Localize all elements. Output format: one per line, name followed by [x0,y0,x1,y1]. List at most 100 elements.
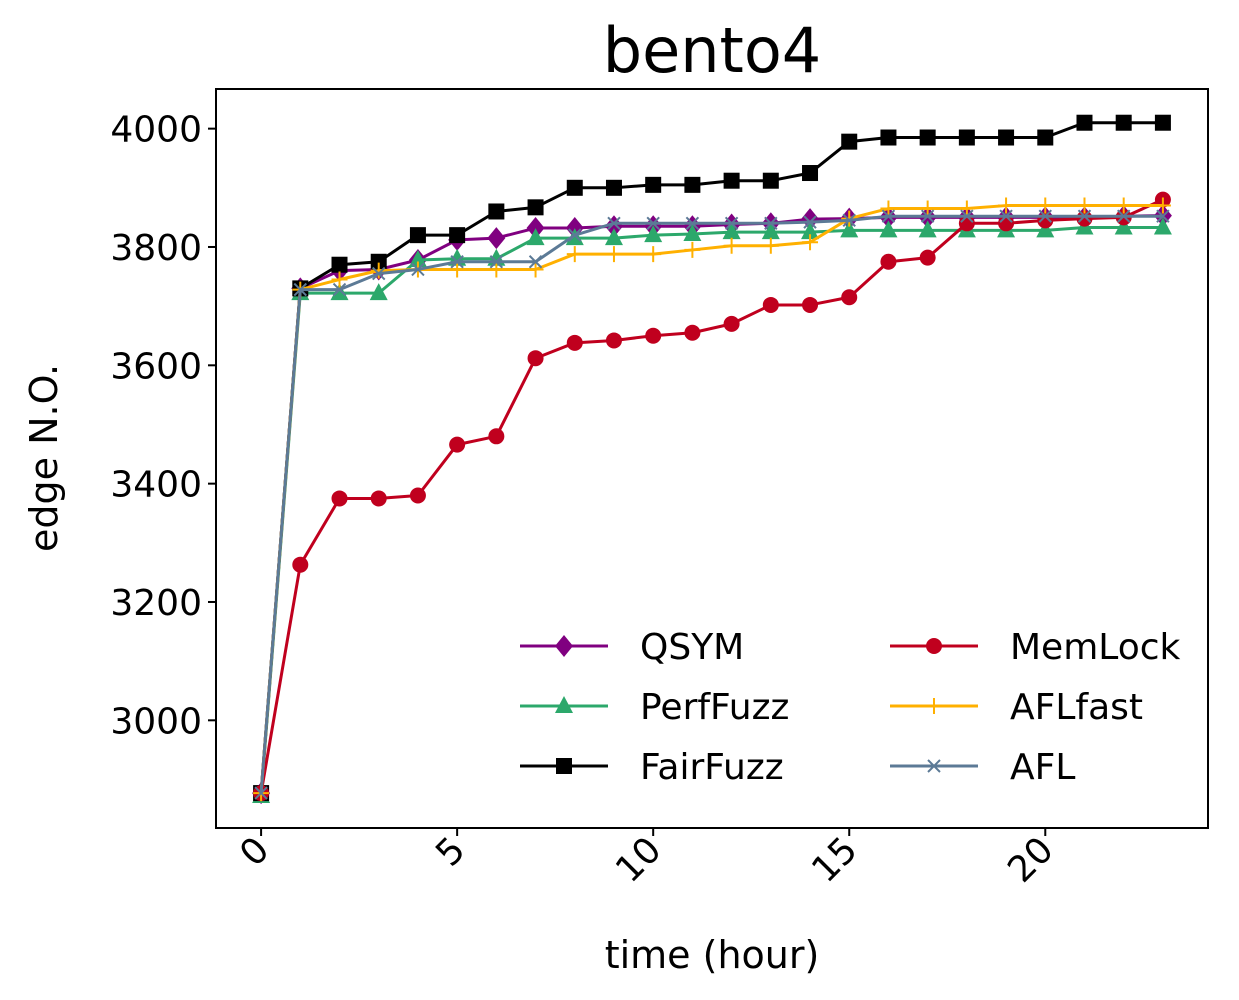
data-point [723,172,740,189]
data-point [881,209,896,223]
data-point [528,255,543,269]
data-point [604,228,623,246]
data-point [762,237,779,254]
data-point [645,246,662,263]
data-point [683,223,702,241]
data-point [370,490,387,507]
data-point [880,200,897,217]
data-point [331,271,348,288]
data-point [841,133,858,150]
data-point [488,261,505,278]
y-tick-label: 3600 [110,346,202,387]
data-point [605,246,622,263]
data-point [1114,217,1133,235]
legend-marker [926,638,942,654]
data-point [1115,197,1132,214]
legend-marker [556,758,572,774]
data-point [607,216,621,231]
data-point [1077,209,1092,223]
data-point [527,261,544,278]
data-point [645,176,662,193]
data-point [802,234,819,251]
data-point [684,176,701,193]
data-point [449,227,466,244]
y-axis-title: edge N.O. [22,364,66,552]
legend-entry-memlock: MemLock [890,627,1181,668]
legend-label: AFL [1010,747,1075,788]
data-point [646,216,660,231]
data-point [841,289,858,306]
data-point [764,216,778,231]
legend-entry-aflfast: AFLfast [890,687,1143,728]
data-point [449,436,466,453]
data-point [722,222,741,240]
data-point [526,228,545,246]
data-point [761,222,780,240]
data-point [1153,217,1172,235]
legend-marker [927,759,941,773]
data-point [372,266,386,281]
chart-title: bento4 [603,14,821,87]
data-point [1036,220,1055,238]
data-point [568,228,582,242]
data-point [1116,209,1131,223]
data-point [487,227,506,250]
data-point [645,327,662,344]
data-point [802,165,819,182]
data-point [1076,210,1093,227]
data-point [644,225,663,243]
data-point [488,428,505,445]
data-point [1076,114,1093,131]
data-point [1037,197,1054,214]
data-point [566,179,583,196]
data-point [488,203,505,220]
plot-frame [215,88,1209,829]
data-point [724,216,739,231]
data-point [919,129,936,146]
series-afl [254,209,1170,800]
series-line [259,214,1163,794]
data-point [605,332,622,349]
data-point [331,256,348,273]
data-point [254,786,268,800]
data-point [723,237,740,254]
data-point [293,282,308,297]
legend-entry-fairfuzz: FairFuzz [520,747,784,788]
data-point [801,208,820,231]
data-point [292,556,309,573]
data-point [1037,129,1054,146]
legend-marker [926,698,942,714]
data-point [958,215,975,232]
data-point [803,215,817,229]
legend-entry-afl: AFL [890,747,1075,788]
legend-label: FairFuzz [640,747,784,788]
data-point [566,334,583,351]
data-point [723,315,740,332]
legend-label: PerfFuzz [640,687,789,728]
data-point [762,296,779,313]
data-point [684,324,701,341]
data-point [409,227,426,244]
x-axis-title: time (hour) [605,933,820,977]
data-point [450,255,464,269]
y-tick-label: 3200 [110,583,202,624]
y-tick-label: 3000 [110,701,202,742]
data-point [604,215,623,238]
data-point [489,255,504,269]
y-tick-label: 3400 [110,465,202,506]
data-point [1154,114,1171,131]
legend-entry-qsym: QSYM [520,627,744,668]
data-point [998,129,1015,146]
data-point [960,209,974,223]
data-point [842,213,856,228]
data-point [605,179,622,196]
plot-area [252,114,1172,805]
data-point [409,487,426,504]
legend-entry-perffuzz: PerfFuzz [520,687,789,728]
data-point [526,217,545,240]
data-point [1076,197,1093,214]
data-point [958,129,975,146]
data-point [999,209,1013,223]
legend-label: QSYM [640,627,744,668]
